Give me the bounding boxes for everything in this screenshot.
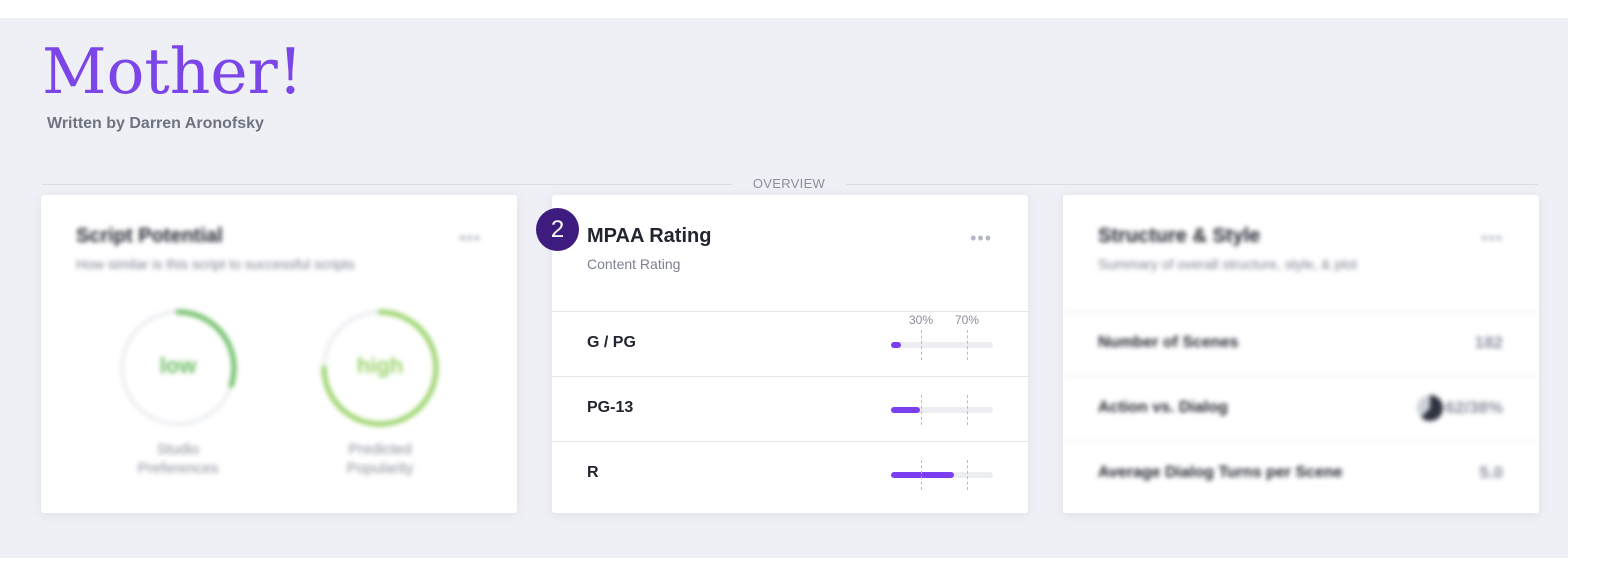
structure-style-card: Structure & Style Summary of overall str… (1063, 195, 1539, 513)
rating-label: R (587, 464, 599, 481)
more-options-icon[interactable]: ••• (1481, 228, 1503, 248)
rating-bar-fill (891, 472, 955, 478)
divider-line-left (42, 184, 732, 185)
gauge-caption: Studio Preferences (137, 441, 219, 477)
gauge-caption: Predicted Popularity (346, 441, 414, 477)
gauge-ring-icon (321, 309, 439, 427)
rating-bar-track (891, 407, 993, 413)
gauge-value: low (159, 353, 197, 378)
rating-list: G / PG PG-13 R (552, 311, 1028, 506)
studio-preferences-gauge: low (118, 308, 238, 428)
card-subtitle: Summary of overall structure, style, & p… (1098, 256, 1358, 272)
rating-bar-fill (891, 342, 902, 348)
structure-label: Average Dialog Turns per Scene (1098, 464, 1343, 481)
script-potential-card: Script Potential How similar is this scr… (41, 195, 517, 513)
card-title: Structure & Style (1098, 225, 1261, 247)
mpaa-rating-card: MPAA Rating Content Rating ••• 30% 70% G… (552, 195, 1028, 513)
section-divider: OVERVIEW (42, 176, 1538, 192)
threshold-marker-30 (921, 460, 922, 490)
gauge-value: high (356, 353, 404, 378)
structure-value: 62/38% (1445, 398, 1503, 417)
threshold-marker-70 (967, 460, 968, 490)
structure-value: 5.0 (1479, 463, 1503, 482)
structure-list: Number of Scenes 182 Action vs. Dialog 6… (1063, 311, 1539, 506)
divider-line-right (846, 184, 1538, 185)
rating-label: PG-13 (587, 399, 634, 416)
structure-label: Number of Scenes (1098, 334, 1239, 351)
threshold-label-30: 30% (909, 313, 934, 327)
rating-bar-track (891, 342, 993, 348)
structure-value: 182 (1474, 333, 1503, 352)
structure-row: Action vs. Dialog 62/38% (1063, 376, 1539, 441)
rating-row-pg13: PG-13 (552, 376, 1028, 441)
rating-label: G / PG (587, 334, 636, 351)
step-badge: 2 (536, 208, 579, 251)
page-title: Mother! (42, 35, 304, 108)
rating-row-g-pg: G / PG (552, 311, 1028, 376)
card-title: Script Potential (76, 225, 223, 247)
more-options-icon[interactable]: ••• (459, 228, 481, 248)
card-title: MPAA Rating (587, 225, 712, 247)
card-subtitle: How similar is this script to successful… (76, 256, 355, 272)
card-subtitle: Content Rating (587, 256, 681, 272)
rating-bar-track (891, 472, 993, 478)
gauge-ring-icon (119, 309, 237, 427)
threshold-marker-70 (967, 330, 968, 360)
rating-bar-fill (891, 407, 920, 413)
threshold-label-70: 70% (955, 313, 980, 327)
rating-row-r: R (552, 441, 1028, 506)
threshold-marker-30 (921, 395, 922, 425)
threshold-marker-70 (967, 395, 968, 425)
predicted-popularity-gauge: high (320, 308, 440, 428)
section-label: OVERVIEW (752, 176, 826, 191)
threshold-marker-30 (921, 330, 922, 360)
page-subtitle: Written by Darren Aronofsky (47, 115, 264, 132)
more-options-icon[interactable]: ••• (970, 228, 992, 248)
structure-label: Action vs. Dialog (1098, 399, 1228, 416)
structure-row: Average Dialog Turns per Scene 5.0 (1063, 441, 1539, 506)
structure-row: Number of Scenes 182 (1063, 311, 1539, 376)
pie-chart-icon (1417, 395, 1443, 421)
